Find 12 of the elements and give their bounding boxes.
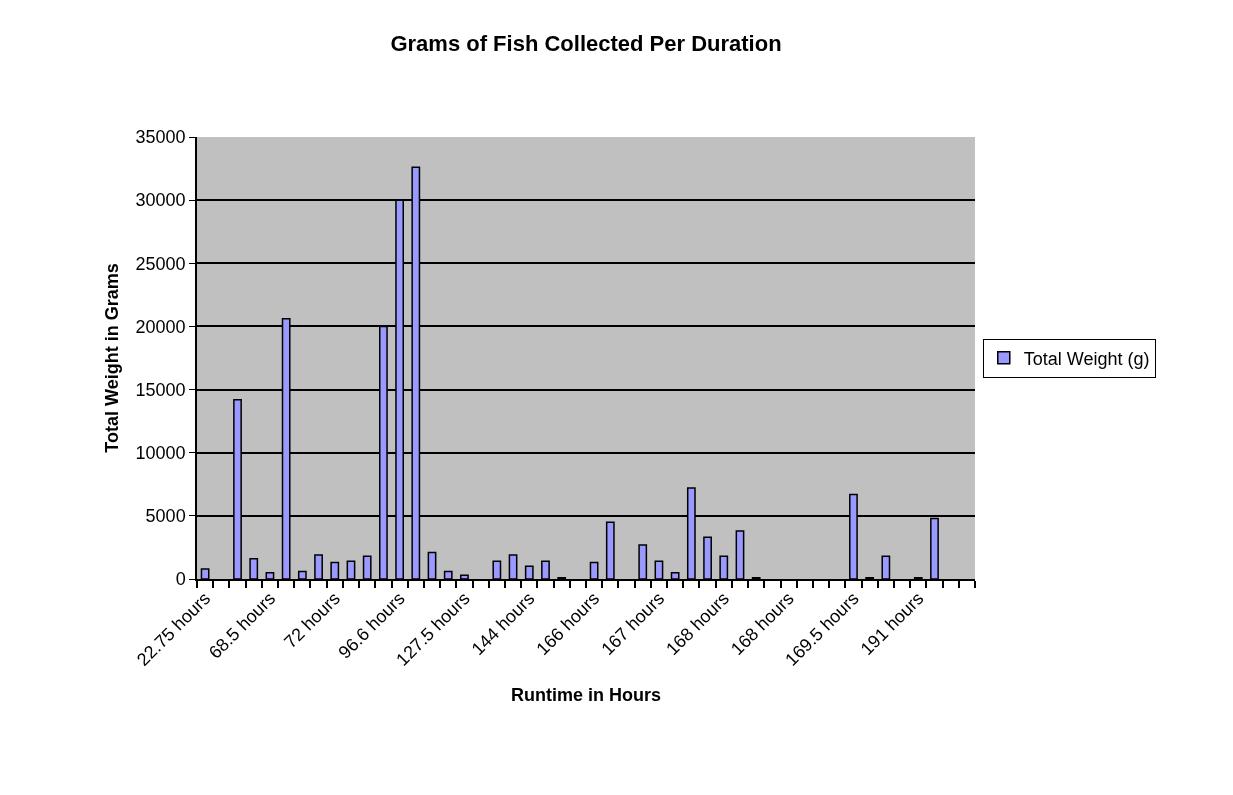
y-tick-label: 5000 [145, 506, 186, 527]
legend-label: Total Weight (g) [1023, 348, 1150, 369]
y-tick-label: 30000 [135, 190, 186, 211]
chart-title: Grams of Fish Collected Per Duration [390, 31, 782, 57]
y-tick-label: 35000 [135, 127, 186, 148]
y-tick-label: 25000 [135, 253, 186, 274]
x-axis-title: Runtime in Hours [510, 685, 662, 706]
y-tick-label: 15000 [135, 379, 186, 400]
y-tick-label: 20000 [135, 316, 186, 337]
y-tick-label: 0 [175, 569, 186, 590]
y-tick-label: 10000 [135, 443, 186, 464]
y-axis-title: Total Weight in Grams [102, 263, 123, 453]
